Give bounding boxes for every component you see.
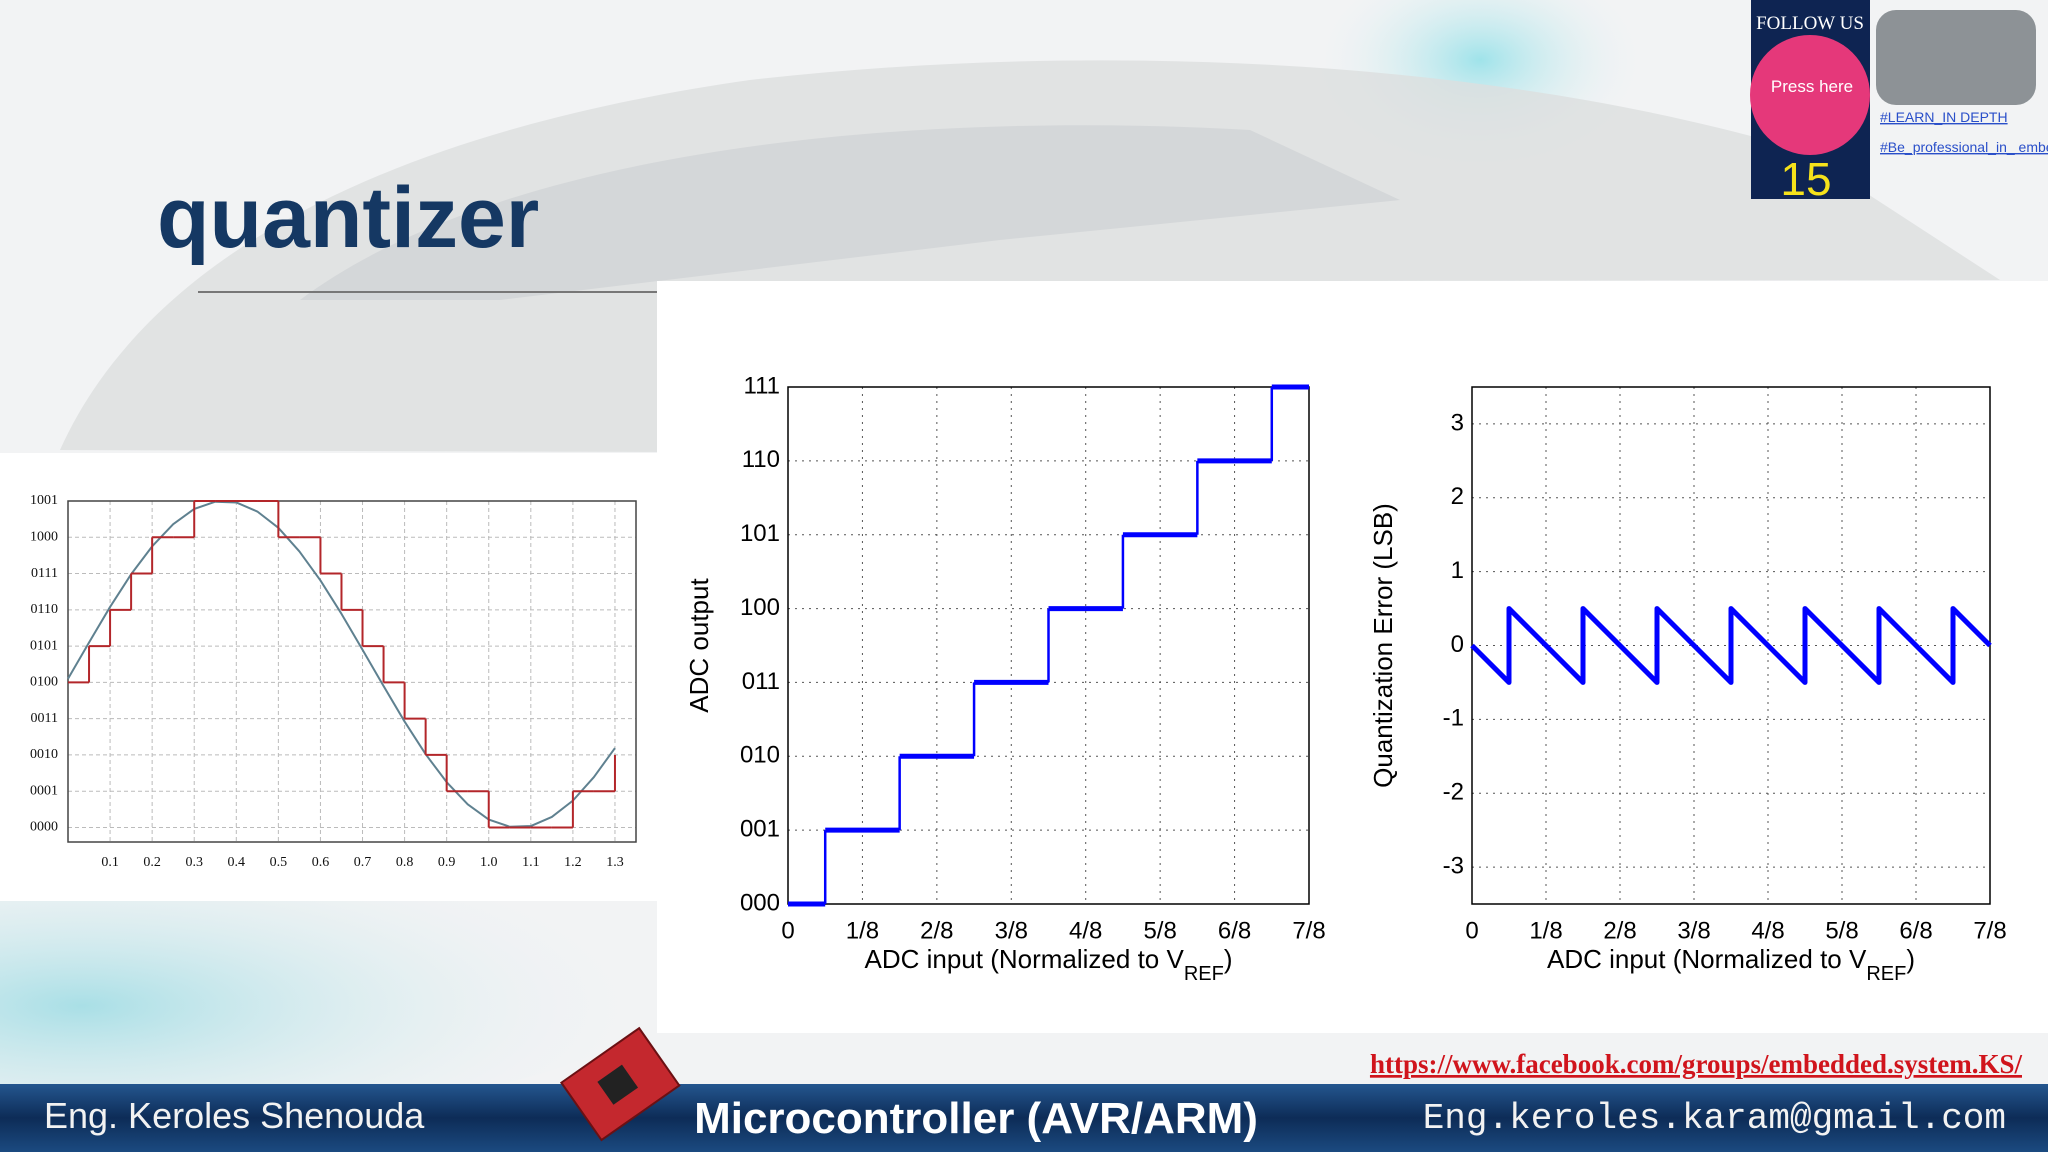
- x-tick-label: 0.7: [354, 855, 372, 870]
- x-tick-label: 0.2: [143, 855, 161, 870]
- plot-frame: [787, 386, 1310, 905]
- x-tick-label: 3/8: [1677, 917, 1710, 944]
- y-tick-label: 010: [740, 742, 780, 769]
- group-link[interactable]: https://www.facebook.com/groups/embedded…: [1370, 1049, 2023, 1079]
- x-tick-label: 1/8: [1529, 917, 1562, 944]
- glow: [0, 850, 670, 1110]
- board-icon: [559, 1026, 681, 1142]
- x-axis-label-part: REF: [1184, 963, 1224, 985]
- chart: -3 -2 -1 0 1 2 3 0 1/8 2/8 3/8 4/8 5/8 6/8 7/8 ADC inpu…: [1368, 386, 2007, 985]
- x-tick-label: 7/8: [1292, 917, 1325, 944]
- x-tick-label: 6/8: [1218, 917, 1251, 944]
- x-tick-label: 0.8: [396, 855, 414, 870]
- y-tick-label: -2: [1443, 779, 1464, 806]
- x-axis-label-part: REF: [1866, 963, 1906, 985]
- y-tick-label: 0000: [30, 820, 58, 835]
- y-tick-label: 111: [744, 372, 780, 399]
- x-tick-label: 4/8: [1751, 917, 1784, 944]
- y-tick-label: 0011: [31, 711, 58, 726]
- press-text[interactable]: Press here: [1771, 77, 1853, 96]
- y-tick-label: -3: [1443, 852, 1464, 879]
- y-tick-label: 1: [1451, 557, 1464, 584]
- y-axis-label: ADC output: [684, 578, 714, 713]
- car-thumbnail: [1876, 10, 2036, 105]
- y-tick-label: 0110: [31, 602, 58, 617]
- car-silhouette: [300, 125, 1400, 300]
- hashtag[interactable]: #Be_professional_in_ embedded_system: [1880, 139, 2048, 155]
- x-tick-label: 0.9: [438, 855, 456, 870]
- footer-author: Eng. Keroles Shenouda: [44, 1095, 425, 1136]
- chart: 0000 0001 0010 0011 0100 0101 0110 0111 1000 1001…: [30, 493, 637, 870]
- x-tick-label: 1.1: [522, 855, 540, 870]
- y-tick-label: 2: [1451, 483, 1464, 510]
- x-tick-label: 4/8: [1069, 917, 1102, 944]
- y-tick-label: 110: [742, 446, 780, 473]
- y-tick-label: 011: [742, 668, 780, 695]
- x-tick-label: 1/8: [846, 917, 879, 944]
- y-tick-label: 0: [1451, 631, 1464, 658]
- x-axis-label-part: ADC input (Normalized to V: [864, 944, 1184, 974]
- footer-bar: [0, 1084, 2048, 1152]
- x-tick-label: 3/8: [995, 917, 1028, 944]
- data-line: [1470, 606, 1992, 685]
- footer-course: Microcontroller (AVR/ARM): [694, 1094, 1258, 1143]
- x-tick-label: 1.0: [480, 855, 498, 870]
- y-tick-label: 1000: [30, 529, 58, 544]
- x-tick-label: 2/8: [1603, 917, 1636, 944]
- car-silhouette: [60, 60, 2000, 452]
- x-axis-label-part: ): [1224, 944, 1233, 974]
- x-axis-label-part: ): [1906, 944, 1915, 974]
- y-tick-label: 0111: [31, 566, 58, 581]
- y-tick-label: 101: [740, 520, 780, 547]
- footer-email: Eng.keroles.karam@gmail.com: [1423, 1098, 2006, 1139]
- follow-heading: FOLLOW US: [1756, 13, 1864, 34]
- follow-widget[interactable]: FOLLOW US Press here 15: [1750, 0, 1870, 205]
- y-tick-label: 0101: [30, 638, 58, 653]
- x-tick-label: 0.5: [270, 855, 288, 870]
- x-tick-label: 0: [781, 917, 794, 944]
- y-tick-label: 000: [740, 889, 780, 916]
- x-axis-label-part: ADC input (Normalized to V: [1547, 944, 1867, 974]
- x-tick-label: 0.1: [101, 855, 119, 870]
- y-tick-label: 0100: [30, 675, 58, 690]
- x-tick-label: 1.3: [606, 855, 624, 870]
- x-tick-label: 5/8: [1143, 917, 1176, 944]
- x-axis-label: ADC input (Normalized to VREF): [1547, 944, 1915, 985]
- hashtag[interactable]: #LEARN_IN DEPTH: [1880, 109, 2008, 125]
- x-tick-label: 7/8: [1973, 917, 2006, 944]
- charts: 0000000100100011010001010110011110001001…: [30, 372, 2007, 985]
- y-tick-label: 0010: [30, 747, 58, 762]
- x-tick-label: 1.2: [564, 855, 582, 870]
- follow-number: 15: [1780, 153, 1831, 205]
- y-tick-label: 001: [740, 815, 780, 842]
- chart-panel: [657, 281, 2048, 1033]
- x-tick-label: 0.3: [185, 855, 203, 870]
- y-tick-label: 0001: [30, 783, 58, 798]
- x-tick-label: 5/8: [1825, 917, 1858, 944]
- y-tick-label: 100: [740, 594, 780, 621]
- y-tick-label: 1001: [30, 493, 58, 508]
- chart-panel: [0, 453, 657, 901]
- press-button[interactable]: [1750, 35, 1870, 155]
- x-tick-label: 6/8: [1899, 917, 1932, 944]
- y-axis-label: Quantization Error (LSB): [1368, 503, 1398, 788]
- x-tick-label: 2/8: [920, 917, 953, 944]
- x-tick-label: 0: [1465, 917, 1478, 944]
- slide-title: quantizer: [157, 170, 539, 266]
- y-tick-label: 3: [1451, 409, 1464, 436]
- x-tick-label: 0.6: [312, 855, 330, 870]
- press-label[interactable]: Press here: [1771, 77, 1853, 96]
- chip: [597, 1064, 639, 1105]
- data-line: [67, 500, 616, 828]
- x-tick-label: 0.4: [228, 855, 246, 870]
- plot-frame: [67, 500, 637, 843]
- x-axis-label: ADC input (Normalized to VREF): [864, 944, 1232, 985]
- y-tick-label: -1: [1443, 705, 1464, 732]
